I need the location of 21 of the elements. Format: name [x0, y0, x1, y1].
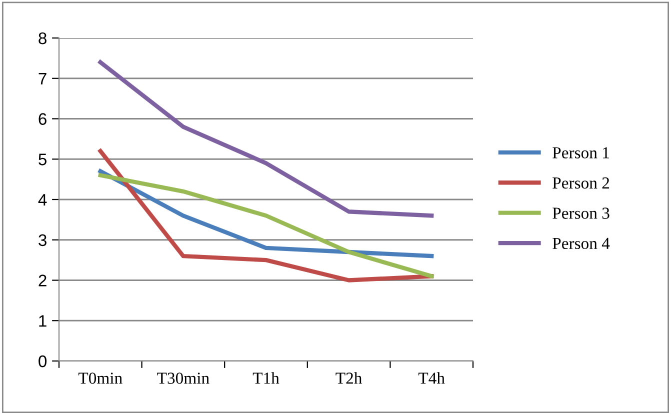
y-tick-label: 5: [38, 154, 46, 166]
y-tick-label: 1: [39, 315, 46, 327]
x-tick-label: T0min: [78, 372, 122, 384]
line-series: [98, 173, 434, 278]
legend-label: Person 1: [552, 147, 609, 158]
x-tick-label: T2h: [336, 372, 362, 384]
x-tick-label: T4h: [418, 372, 445, 384]
y-tick-label: 0: [38, 355, 47, 368]
legend-label: Person 4: [552, 238, 610, 250]
x-tick-label: T1h: [252, 372, 280, 384]
legend-label: Person 2: [552, 177, 610, 189]
y-tick-label: 2: [38, 274, 46, 286]
y-tick-label: 8: [38, 32, 46, 44]
y-tick-label: 3: [38, 234, 46, 246]
line-series: [98, 60, 434, 218]
y-tick-label: 7: [38, 72, 46, 84]
line-series: [98, 148, 434, 282]
y-tick-label: 4: [38, 194, 47, 206]
legend-label: Person 3: [552, 208, 610, 219]
x-tick-label: T30min: [157, 372, 210, 384]
y-tick-label: 6: [38, 113, 46, 125]
